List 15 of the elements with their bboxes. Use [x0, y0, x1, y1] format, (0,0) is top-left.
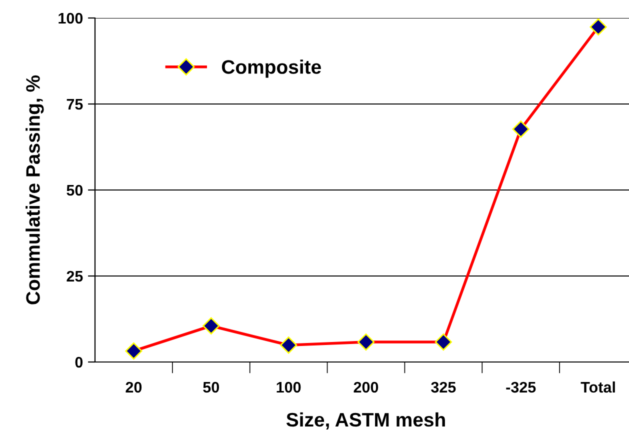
x-tick-label: 20	[126, 382, 142, 393]
x-tick-label: 50	[203, 382, 220, 393]
x-tick-label: -325	[506, 382, 536, 393]
x-tick-label: 100	[276, 382, 301, 393]
x-axis-title: Size, ASTM mesh	[286, 412, 445, 430]
legend-label: Composite	[222, 60, 321, 78]
y-tick-label: 25	[66, 270, 83, 282]
x-tick-label: 200	[354, 382, 378, 393]
y-tick-label: 75	[66, 99, 83, 110]
y-tick-label: 100	[58, 12, 83, 24]
y-axis-title: Commulative Passing, %	[26, 75, 44, 304]
x-tick-label: 325	[431, 382, 456, 393]
x-tick-label: Total	[580, 381, 615, 393]
y-tick-label: 50	[66, 184, 83, 196]
y-tick-label: 0	[75, 356, 83, 368]
